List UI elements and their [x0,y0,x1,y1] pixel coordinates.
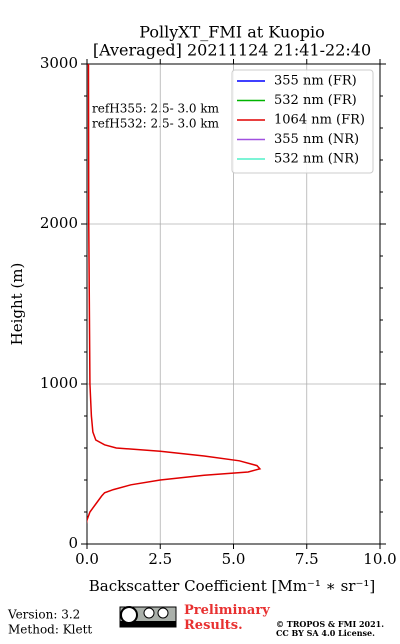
legend-label: 1064 nm (FR) [274,113,365,128]
y-axis-label: Height (m) [8,263,26,346]
copyright: CC BY SA 4.0 License. [276,628,375,638]
data-line [87,64,262,525]
y-tick-label: 1000 [40,374,78,392]
preliminary-1: Preliminary Results. [184,603,270,633]
annotation: refH355: 2.5- 3.0 km [92,102,220,116]
legend-box [231,69,374,174]
x-tick-label: 2.5 [148,550,172,568]
x-tick-label: 0.0 [75,550,99,568]
legend-label: 355 nm (NR) [274,132,359,147]
y-tick-label: 0 [68,534,78,552]
copyright: © TROPOS & FMI 2021. [276,619,384,629]
x-axis-label: Backscatter Coefficient [Mm⁻¹ ∗ sr⁻¹] [89,577,376,595]
y-tick-label: 2000 [40,214,78,232]
chart-title: PollyXT_FMI at Kuopio [139,23,325,42]
legend-label: 355 nm (FR) [274,74,357,89]
x-tick-label: 5.0 [222,550,246,568]
cc-logo [119,606,177,628]
x-tick-label: 7.5 [295,550,319,568]
y-tick-label: 3000 [40,54,78,72]
chart-subtitle: [Averaged] 20211124 21:41-22:40 [93,41,371,60]
plot-frame [86,63,381,545]
legend-label: 532 nm (NR) [274,152,359,167]
x-tick-label: 10.0 [363,550,396,568]
legend-label: 532 nm (FR) [274,93,357,108]
footer-version: Version: 3.2 [7,608,80,622]
annotation: refH532: 2.5- 3.0 km [92,117,220,131]
footer-method: Method: Klett [8,623,92,637]
